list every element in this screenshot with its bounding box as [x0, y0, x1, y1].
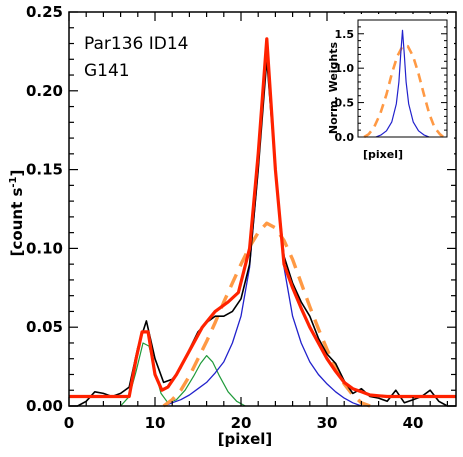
y-axis-title: [count s-1]	[8, 170, 26, 257]
annotation-object-id: Par136 ID14	[84, 34, 188, 54]
inset-y-axis-title: Norm. Weights	[327, 41, 340, 134]
inset-y-tick-label: 0.0	[335, 131, 355, 144]
y-axis-title-end: ]	[8, 170, 26, 177]
y-tick-label: 0.25	[26, 3, 63, 21]
x-tick-label: 0	[64, 414, 74, 432]
inset-y-tick-label: 0.5	[335, 97, 355, 110]
y-tick-label: 0.20	[26, 82, 63, 100]
main-axis-ticks: 0 10 20 30 40 0.00 0.05 0.10 0.15 0.20 0.25	[26, 3, 456, 432]
inset-x-axis-title: [pixel]	[363, 148, 403, 161]
inset-plot-frame	[357, 19, 448, 138]
series-line-4	[120, 342, 246, 407]
x-tick-label: 10	[145, 414, 166, 432]
inset-axis-ticks: 0.0 0.5 1.0 1.5	[335, 26, 447, 144]
main-series-group	[69, 37, 456, 408]
inset-series-group	[363, 29, 445, 139]
inset-series-line-0	[363, 44, 445, 139]
x-tick-label: 40	[403, 414, 424, 432]
y-tick-label: 0.05	[26, 318, 63, 336]
inset-y-tick-label: 1.0	[335, 62, 355, 75]
x-axis-title: [pixel]	[218, 430, 273, 448]
annotation-grism: G141	[84, 61, 130, 81]
inset-y-tick-label: 1.5	[335, 28, 355, 41]
series-line-2	[162, 221, 371, 408]
inset-chart: 0.0 0.5 1.0 1.5 [pixel] Norm. Weights	[327, 14, 454, 164]
y-tick-label: 0.00	[26, 397, 63, 415]
main-chart: 0 10 20 30 40 0.00 0.05 0.10 0.15 0.20 0.25 [pixel…	[8, 3, 457, 448]
x-tick-label: 20	[231, 414, 252, 432]
x-tick-label: 30	[317, 414, 338, 432]
inset-background	[330, 14, 454, 164]
main-plot-frame	[68, 11, 457, 407]
y-axis-title-superscript: -1	[8, 176, 19, 187]
y-tick-label: 0.10	[26, 239, 63, 257]
inset-series-line-1	[375, 29, 430, 138]
series-line-1	[69, 37, 456, 399]
y-tick-label: 0.15	[26, 161, 63, 179]
y-axis-title-main: [count s	[8, 188, 26, 257]
